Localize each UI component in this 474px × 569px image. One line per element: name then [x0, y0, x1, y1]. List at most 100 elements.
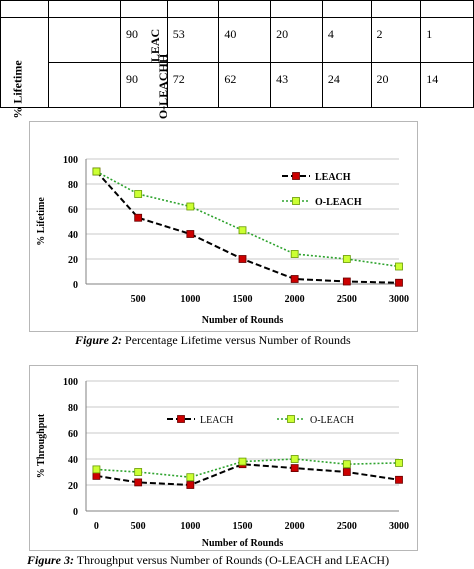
data-point-o-leach	[134, 190, 143, 198]
data-point-o-leach	[92, 465, 101, 474]
x-axis-title: Number of Rounds	[202, 315, 284, 326]
table-cell	[321, 0, 372, 18]
data-point-leach	[134, 213, 143, 222]
table-cell: 90	[119, 62, 168, 108]
lifetime-chart: 0 20 40 60 80 100 500 1000 1500 2000 2500 3000 Numbe…	[36, 155, 409, 326]
data-point-o-leach	[134, 468, 143, 476]
table-cell	[420, 0, 474, 18]
figure2-chart-frame: 0 20 40 60 80 100 500 1000 1500 2000 2500 3000 Numbe…	[29, 121, 418, 332]
x-tick-label: 3000	[389, 294, 409, 305]
x-tick-label: 500	[131, 294, 146, 305]
table-cell: 90	[119, 17, 168, 63]
cell-value: 24	[327, 72, 340, 86]
legend-label-leach: LEACH	[315, 172, 351, 183]
x-tick-label: 500	[131, 521, 146, 532]
y-tick-label: 20	[68, 481, 78, 492]
table-cell: 40	[218, 17, 272, 63]
cell-value: 40	[224, 27, 237, 41]
row-label-cell: O-LEACHH	[47, 54, 170, 119]
x-tick-label: 0	[94, 521, 99, 532]
cell-value: 20	[276, 27, 289, 41]
table-cell: 2	[370, 17, 422, 63]
data-point-o-leach	[238, 457, 247, 466]
x-tick-label: 1000	[180, 294, 200, 305]
row-header-label: % Lifetime	[10, 60, 25, 119]
cell-value: 14	[426, 72, 439, 86]
x-tick-label: 2000	[285, 294, 305, 305]
table-cell: 14	[420, 62, 474, 108]
x-tick-label: 2000	[285, 521, 305, 532]
table-cell	[270, 0, 323, 18]
x-axis-title: Number of Rounds	[202, 538, 284, 549]
table-cell	[119, 0, 168, 18]
table-cell: 72	[166, 62, 220, 108]
table-cell: 43	[270, 62, 323, 108]
table-cell: 24	[321, 62, 372, 108]
cell-value: 62	[224, 72, 237, 86]
lifetime-table: % Lifetime LEAC 90 53 40 20 4 2 1 O-LEAC…	[0, 0, 474, 119]
x-tick-label: 2500	[337, 521, 357, 532]
table-cell	[47, 0, 121, 18]
data-point-leach	[186, 230, 195, 238]
table-cell	[0, 0, 49, 18]
table-cell: 53	[166, 17, 220, 63]
table-cell: 20	[370, 62, 422, 108]
y-tick-label: 80	[68, 180, 78, 191]
legend-marker-o-leach	[292, 197, 300, 205]
data-point-o-leach	[342, 460, 351, 469]
row-header-cell: % Lifetime	[0, 17, 49, 119]
y-tick-label: 100	[63, 377, 78, 388]
x-tick-label: 1000	[180, 521, 200, 532]
table-cell: 4	[321, 17, 372, 63]
figure3-chart-frame: 0 20 40 60 80 100 0 500 1000 1500 2000 2500 3000 Numb…	[29, 365, 418, 551]
legend-marker-leach	[177, 415, 185, 423]
cell-value: 90	[125, 27, 138, 41]
legend-marker-leach	[292, 172, 300, 180]
data-point-o-leach	[395, 459, 403, 467]
cell-value: 4	[327, 27, 334, 41]
y-tick-label: 40	[68, 455, 78, 466]
legend-marker-o-leach	[287, 415, 295, 423]
table-cell: 62	[218, 62, 272, 108]
figure3-caption-text: Throughput versus Number of Rounds (O-LE…	[74, 553, 390, 567]
x-tick-label: 3000	[389, 521, 409, 532]
data-point-o-leach	[290, 455, 299, 463]
data-point-leach	[134, 478, 143, 487]
table-cell	[166, 0, 220, 18]
data-point-leach	[290, 464, 299, 472]
row-label: O-LEACHH	[155, 53, 170, 120]
data-point-o-leach	[186, 202, 195, 211]
legend-label-o-leach: O-LEACH	[310, 415, 354, 426]
table-cell: 1	[420, 17, 474, 63]
figure3-caption: Figure 3: Throughput versus Number of Ro…	[27, 553, 389, 568]
table-cell	[370, 0, 422, 18]
y-axis-title: % Lifetime	[36, 197, 47, 246]
table-row: % Lifetime LEAC 90 53 40 20 4 2 1	[0, 17, 474, 119]
y-tick-label: 20	[68, 255, 78, 266]
table-cell	[218, 0, 272, 18]
row-label-cell: LEAC	[47, 17, 162, 63]
data-point-o-leach	[186, 473, 195, 482]
data-point-o-leach	[342, 255, 351, 263]
data-point-leach	[342, 277, 351, 286]
data-point-o-leach	[395, 262, 403, 271]
series-line-leach	[95, 170, 400, 284]
y-axis-title: % Throughput	[36, 413, 47, 478]
figure3-caption-label: Figure 3:	[27, 553, 75, 567]
cell-value: 43	[276, 72, 289, 86]
x-tick-label: 2500	[337, 294, 357, 305]
cell-value: 2	[376, 27, 383, 41]
cell-value: 20	[376, 72, 389, 86]
figure2-caption: Figure 2: Percentage Lifetime versus Num…	[75, 333, 351, 348]
cell-value: 53	[172, 27, 185, 41]
table-row: O-LEACHH 90 72 62 43 24 20 14	[1, 54, 474, 119]
y-tick-label: 0	[73, 280, 78, 291]
data-point-leach	[395, 475, 403, 484]
figure2-caption-label: Figure 2:	[75, 333, 123, 347]
data-point-leach	[186, 481, 195, 489]
data-point-o-leach	[92, 167, 101, 176]
data-point-leach	[290, 275, 299, 283]
figure2-caption-text: Percentage Lifetime versus Number of Rou…	[122, 333, 351, 347]
data-point-leach	[342, 468, 351, 476]
